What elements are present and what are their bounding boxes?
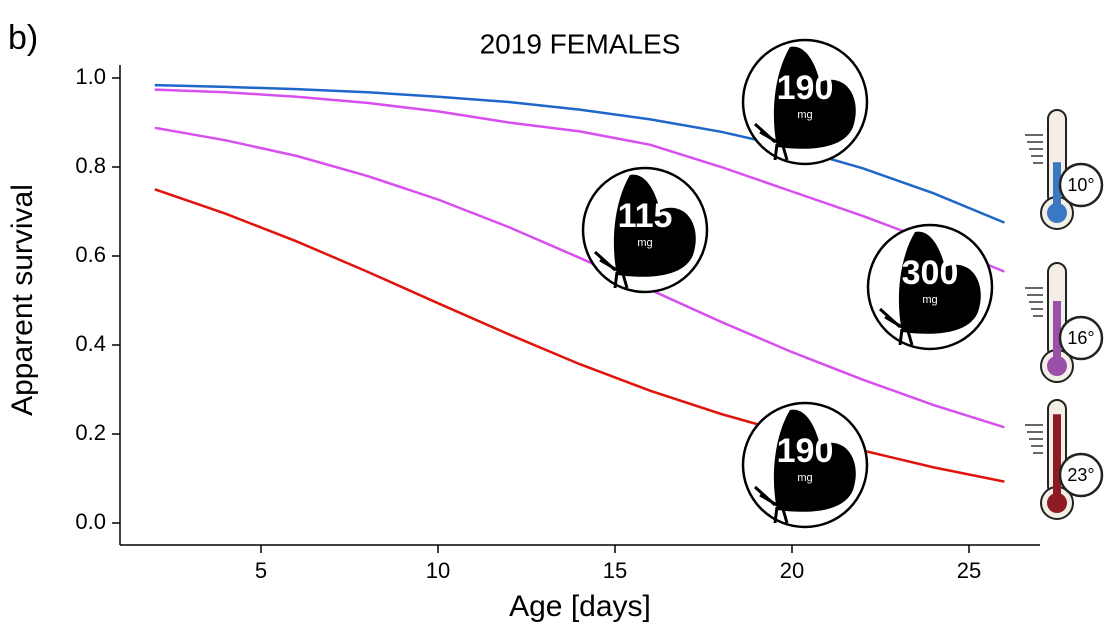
y-tick-label: 0.8 xyxy=(75,153,106,178)
butterfly-icon: 190 mg xyxy=(741,401,869,529)
thermometer-fill xyxy=(1053,162,1061,213)
label-badge xyxy=(1058,452,1104,498)
thermometer-bulb-fill xyxy=(1047,203,1067,223)
butterfly-body xyxy=(593,250,629,289)
thermometer-label: 10° xyxy=(1067,175,1094,195)
x-tick-label: 5 xyxy=(255,558,267,583)
panel-label: b) xyxy=(8,19,38,57)
butterfly-body xyxy=(878,307,914,346)
label-badge xyxy=(1058,315,1104,361)
butterfly-wing xyxy=(898,231,981,334)
butterfly-mass: 190 xyxy=(777,432,834,470)
butterfly-mass: 115 xyxy=(618,197,673,235)
line-series xyxy=(154,88,1005,273)
thermometer: 23° xyxy=(1025,399,1104,520)
line-series xyxy=(154,188,1005,483)
y-tick-label: 0.2 xyxy=(75,420,106,445)
butterfly-icon: 300 mg xyxy=(866,223,994,351)
label-badge xyxy=(1058,162,1104,208)
butterfly-unit: mg xyxy=(797,472,812,484)
y-tick-label: 0.0 xyxy=(75,509,106,534)
butterfly-body xyxy=(753,122,789,161)
thermometer-bulb-fill xyxy=(1047,356,1067,376)
butterfly-icon: 190 mg xyxy=(741,38,869,166)
thermometer-label: 16° xyxy=(1067,328,1094,348)
butterfly-mass: 190 xyxy=(777,69,834,107)
butterfly-unit: mg xyxy=(797,109,812,121)
x-tick-label: 15 xyxy=(603,558,627,583)
x-axis-label: Age [days] xyxy=(509,590,651,623)
chart-title: 2019 FEMALES xyxy=(480,28,681,59)
butterfly-wing xyxy=(613,174,696,277)
thermometer: 16° xyxy=(1025,262,1104,383)
x-tick-label: 25 xyxy=(957,558,981,583)
y-tick-label: 0.4 xyxy=(75,331,106,356)
y-axis-label: Apparent survival xyxy=(6,184,39,416)
butterfly-icon: 115 mg xyxy=(581,166,709,294)
x-tick-label: 10 xyxy=(426,558,450,583)
thermometer-bulb-fill xyxy=(1047,493,1067,513)
butterfly-wing xyxy=(773,409,856,512)
thermometer: 10° xyxy=(1025,109,1104,230)
butterfly-unit: mg xyxy=(922,294,937,306)
thermometer-fill xyxy=(1053,414,1061,503)
y-tick-label: 0.6 xyxy=(75,242,106,267)
line-series xyxy=(154,83,1005,224)
thermometer-label: 23° xyxy=(1067,465,1094,485)
thermometer-fill xyxy=(1053,301,1061,366)
y-tick-label: 1.0 xyxy=(75,64,106,89)
butterfly-wing xyxy=(773,46,856,149)
x-tick-label: 20 xyxy=(780,558,804,583)
butterfly-unit: mg xyxy=(637,237,652,249)
butterfly-body xyxy=(753,485,789,524)
line-series xyxy=(154,126,1005,429)
butterfly-mass: 300 xyxy=(902,254,959,292)
